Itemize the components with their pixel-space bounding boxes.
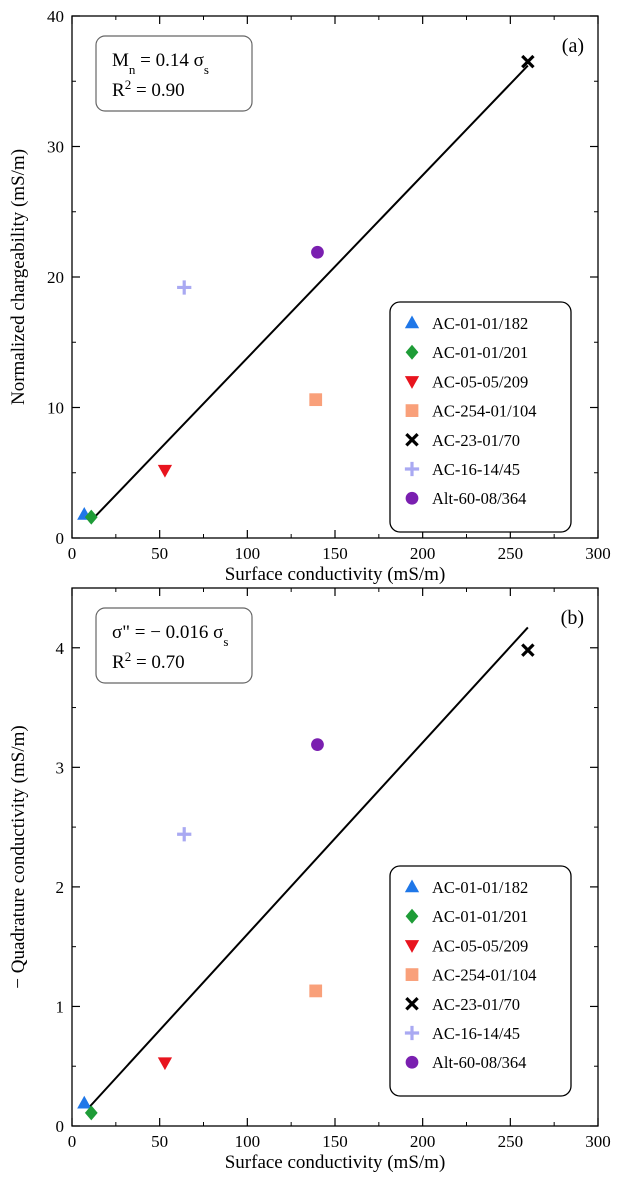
x-tick-label: 100 xyxy=(235,1132,261,1151)
legend-label: AC-23-01/70 xyxy=(432,431,520,450)
legend-label: AC-254-01/104 xyxy=(432,402,537,421)
data-point xyxy=(84,509,98,525)
y-axis-label: − Quadrature conductivity (mS/m) xyxy=(8,725,29,988)
legend-marker xyxy=(404,315,420,329)
legend-marker xyxy=(404,461,420,477)
y-tick-label: 1 xyxy=(56,997,65,1016)
legend-marker xyxy=(405,433,419,447)
data-point xyxy=(177,280,192,295)
y-tick-label: 3 xyxy=(56,758,65,777)
data-point xyxy=(177,827,192,842)
legend-marker xyxy=(404,376,420,389)
legend-marker xyxy=(405,968,419,981)
data-point xyxy=(311,245,324,259)
legend-marker xyxy=(405,997,419,1011)
legend-marker xyxy=(405,344,419,360)
data-point xyxy=(84,1105,98,1121)
legend-label: AC-16-14/45 xyxy=(432,1024,520,1043)
r-squared-line: R2 = 0.90 xyxy=(112,77,185,102)
legend-label: Alt-60-08/364 xyxy=(432,489,526,508)
data-point xyxy=(521,54,535,69)
panel-label: (a) xyxy=(562,35,584,57)
x-tick-label: 150 xyxy=(322,544,348,563)
x-tick-label: 0 xyxy=(68,544,77,563)
data-point xyxy=(309,984,323,998)
legend-label: AC-01-01/182 xyxy=(432,878,528,897)
x-tick-label: 200 xyxy=(410,1132,436,1151)
y-tick-label: 30 xyxy=(47,138,64,157)
x-tick-label: 300 xyxy=(585,1132,611,1151)
chart-panel-b: 0 50 100 150 200 250 300 0 1 2 3 4 Surface conductiv… xyxy=(8,587,611,1173)
fit-line xyxy=(88,626,529,1108)
legend-label: AC-23-01/70 xyxy=(432,995,520,1014)
legend-marker xyxy=(405,908,419,924)
fit-line xyxy=(88,64,529,524)
y-tick-label: 20 xyxy=(47,268,64,287)
equation-box xyxy=(95,607,253,684)
x-axis-label: Surface conductivity (mS/m) xyxy=(225,564,446,585)
legend: AC-01-01/182 AC-01-01/201 AC-05-05/209 AC-2… xyxy=(389,301,572,533)
chart-panel-a: 0 50 100 150 200 250 300 0 10 20 30 40 Surface condu… xyxy=(8,7,611,585)
legend-marker xyxy=(404,1025,420,1041)
data-point xyxy=(311,738,324,751)
legend-label: AC-01-01/201 xyxy=(432,343,528,362)
y-tick-label: 0 xyxy=(56,1117,65,1136)
legend: AC-01-01/182 AC-01-01/201 AC-05-05/209 AC-2… xyxy=(389,865,572,1097)
data-point xyxy=(521,643,535,657)
legend-label: Alt-60-08/364 xyxy=(432,1053,526,1072)
y-axis-label: Normalized chargeability (mS/m) xyxy=(8,149,29,405)
panel-label: (b) xyxy=(561,607,584,629)
equation-box xyxy=(95,35,253,112)
legend-label: AC-01-01/182 xyxy=(432,314,528,333)
y-tick-label: 10 xyxy=(47,399,64,418)
legend-label: AC-254-01/104 xyxy=(432,966,537,985)
data-point xyxy=(157,1057,173,1071)
legend-marker xyxy=(404,940,420,953)
x-tick-label: 200 xyxy=(410,544,436,563)
legend-box xyxy=(389,865,572,1097)
legend-box xyxy=(389,301,572,533)
data-point xyxy=(309,393,323,407)
x-tick-label: 300 xyxy=(585,544,611,563)
legend-label: AC-16-14/45 xyxy=(432,460,520,479)
x-axis-label: Surface conductivity (mS/m) xyxy=(225,1152,446,1173)
x-tick-label: 100 xyxy=(235,544,261,563)
r-squared-line: R2 = 0.70 xyxy=(112,649,185,674)
y-tick-label: 2 xyxy=(56,878,65,897)
x-tick-label: 50 xyxy=(151,544,168,563)
x-tick-label: 250 xyxy=(498,1132,524,1151)
x-tick-label: 150 xyxy=(322,1132,348,1151)
x-tick-label: 50 xyxy=(151,1132,168,1151)
legend-label: AC-01-01/201 xyxy=(432,907,528,926)
legend-marker xyxy=(405,404,419,417)
x-tick-label: 0 xyxy=(68,1132,77,1151)
equation-line: Mn = 0.14 σs xyxy=(112,50,209,77)
legend-marker xyxy=(405,491,419,505)
legend-label: AC-05-05/209 xyxy=(432,372,528,391)
x-tick-label: 250 xyxy=(498,544,524,563)
legend-marker xyxy=(405,1055,419,1069)
y-tick-label: 4 xyxy=(56,639,65,658)
equation-line: σ" = − 0.016 σs xyxy=(112,622,228,649)
data-point xyxy=(157,464,173,478)
y-tick-label: 0 xyxy=(56,529,65,548)
data-point xyxy=(77,1095,92,1109)
legend-label: AC-05-05/209 xyxy=(432,936,528,955)
legend-marker xyxy=(404,879,420,893)
y-tick-label: 40 xyxy=(47,7,64,26)
